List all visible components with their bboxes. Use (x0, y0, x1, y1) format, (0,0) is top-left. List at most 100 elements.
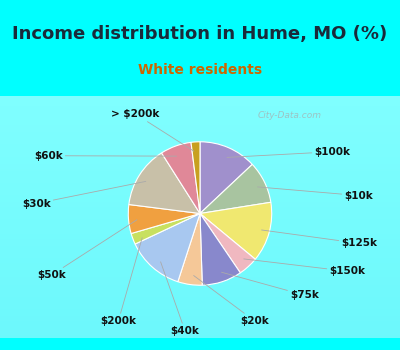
Bar (0, 186, 400, 188)
Bar (0, 270, 400, 273)
Bar (0, 234, 400, 236)
Wedge shape (200, 214, 240, 285)
Text: $60k: $60k (34, 151, 176, 161)
Wedge shape (178, 214, 202, 285)
Bar (0, 314, 400, 316)
Text: City-Data.com: City-Data.com (257, 111, 321, 120)
Bar (0, 248, 400, 251)
Text: $100k: $100k (227, 147, 350, 158)
Bar (0, 159, 400, 161)
Bar (0, 101, 400, 103)
Bar (0, 111, 400, 113)
Bar (0, 219, 400, 222)
Wedge shape (131, 214, 200, 244)
Bar (0, 200, 400, 203)
Bar (0, 205, 400, 207)
Wedge shape (200, 164, 271, 214)
Bar (0, 152, 400, 154)
Bar (0, 302, 400, 304)
Bar (0, 328, 400, 331)
Bar (0, 241, 400, 244)
Bar (0, 246, 400, 248)
Bar (0, 212, 400, 215)
Wedge shape (129, 153, 200, 214)
Wedge shape (191, 142, 200, 214)
Bar (0, 244, 400, 246)
Wedge shape (200, 142, 252, 214)
Bar (0, 278, 400, 280)
Bar (0, 229, 400, 231)
Bar (0, 331, 400, 333)
Bar (0, 321, 400, 323)
Bar (0, 149, 400, 152)
Bar (0, 103, 400, 106)
Bar (0, 166, 400, 169)
Bar (0, 127, 400, 130)
Bar (0, 289, 400, 292)
Bar (0, 178, 400, 181)
Bar (0, 309, 400, 311)
Bar (0, 193, 400, 195)
Bar (0, 318, 400, 321)
Bar (0, 307, 400, 309)
Text: $125k: $125k (262, 230, 378, 248)
Bar (0, 207, 400, 210)
Bar (0, 333, 400, 336)
Bar (0, 156, 400, 159)
Bar (0, 316, 400, 318)
Bar (0, 120, 400, 123)
Text: $30k: $30k (22, 181, 146, 209)
Bar (0, 147, 400, 149)
Bar (0, 190, 400, 193)
Bar (0, 280, 400, 282)
Text: $150k: $150k (244, 259, 366, 276)
Bar (0, 236, 400, 239)
Wedge shape (200, 214, 255, 273)
Text: > $200k: > $200k (111, 109, 194, 151)
Text: $200k: $200k (100, 238, 142, 326)
Wedge shape (135, 214, 200, 282)
Wedge shape (200, 202, 272, 259)
Wedge shape (162, 142, 200, 214)
Bar (0, 171, 400, 174)
Bar (0, 336, 400, 338)
Bar (0, 323, 400, 326)
Bar (0, 132, 400, 135)
Bar (0, 239, 400, 241)
Bar (0, 224, 400, 227)
Bar (0, 164, 400, 166)
Bar (0, 145, 400, 147)
Bar (0, 106, 400, 108)
Text: $20k: $20k (194, 275, 269, 326)
Bar (0, 137, 400, 140)
Bar (0, 210, 400, 212)
Bar (0, 98, 400, 101)
Bar (0, 188, 400, 190)
Bar (0, 142, 400, 145)
Bar (0, 294, 400, 297)
Bar (0, 116, 400, 118)
Bar (0, 263, 400, 265)
Bar (0, 311, 400, 314)
Bar (0, 299, 400, 302)
Bar (0, 140, 400, 142)
Bar (0, 123, 400, 125)
Bar (0, 215, 400, 217)
Text: White residents: White residents (138, 63, 262, 77)
Bar (0, 231, 400, 234)
Bar (0, 195, 400, 198)
Bar (0, 198, 400, 200)
Bar (0, 113, 400, 116)
Bar (0, 256, 400, 258)
Bar (0, 292, 400, 294)
Bar (0, 174, 400, 176)
Bar (0, 181, 400, 183)
Bar (0, 275, 400, 278)
Bar (0, 217, 400, 219)
Bar (0, 108, 400, 111)
Bar (0, 96, 400, 98)
Bar (0, 251, 400, 253)
Bar (0, 258, 400, 260)
Bar (0, 285, 400, 287)
Bar (0, 169, 400, 171)
